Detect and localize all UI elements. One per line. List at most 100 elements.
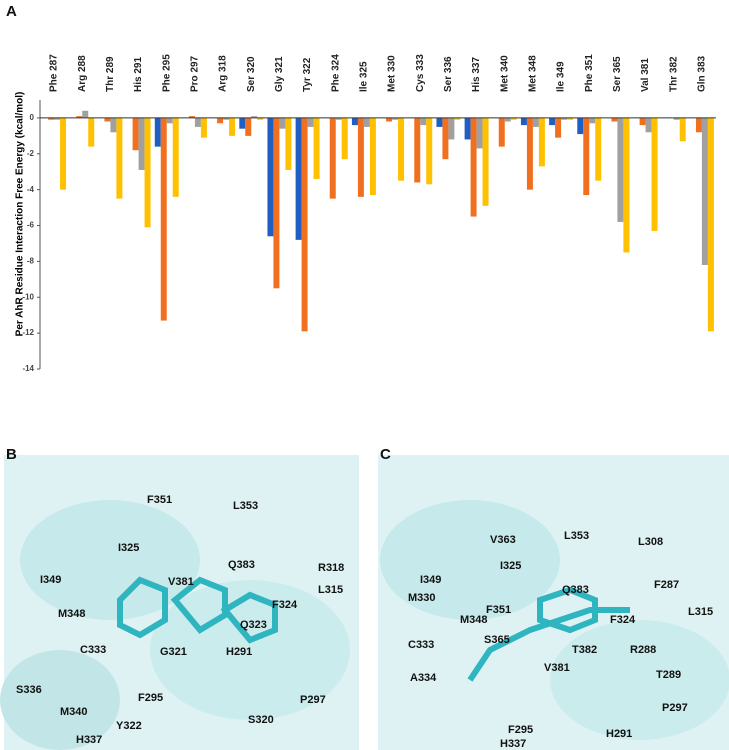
bar <box>454 117 461 120</box>
x-tick-label: Thr 382 <box>668 56 679 92</box>
bar <box>138 117 145 170</box>
bar <box>595 117 602 181</box>
residue-label: I325 <box>500 560 521 572</box>
bar <box>110 117 117 133</box>
bar <box>82 110 89 118</box>
panel-label: B <box>6 446 17 463</box>
x-tick-label: Ser 320 <box>246 56 257 92</box>
residue-label: V381 <box>168 576 194 588</box>
residue-label: C333 <box>80 644 106 656</box>
bar <box>611 117 618 122</box>
residue-label: I349 <box>40 574 61 586</box>
residue-label: I325 <box>118 542 139 554</box>
residue-label: I349 <box>420 574 441 586</box>
y-tick-label: -4 <box>27 185 35 194</box>
bar <box>464 117 471 140</box>
residue-label: R288 <box>630 644 656 656</box>
bar <box>470 117 477 217</box>
bar <box>426 117 433 185</box>
bar <box>313 117 320 179</box>
bar <box>200 117 207 138</box>
residue-label: M348 <box>460 614 488 626</box>
bar <box>567 117 574 120</box>
x-tick-label: Phe 351 <box>584 54 595 92</box>
residue-label: C333 <box>408 639 434 651</box>
bar <box>329 117 336 199</box>
bar <box>549 117 556 126</box>
bar <box>561 117 568 120</box>
bar <box>301 117 308 332</box>
bar <box>116 117 123 199</box>
y-tick-label: -8 <box>27 257 35 266</box>
y-axis-label: Per AhR Residue Interaction Free Energy … <box>15 92 26 337</box>
bar <box>188 116 195 118</box>
bar <box>154 117 161 147</box>
x-tick-label: His 337 <box>471 57 482 92</box>
bar <box>166 117 173 124</box>
bar <box>482 117 489 206</box>
residue-label: L353 <box>564 530 589 542</box>
x-tick-label: Pro 297 <box>190 55 201 92</box>
x-tick-label: Phe 287 <box>49 54 60 92</box>
x-tick-label: Gln 383 <box>697 55 708 92</box>
bar <box>239 117 246 129</box>
bar <box>132 117 139 151</box>
bar <box>285 117 292 170</box>
bar <box>144 117 151 228</box>
x-tick-label: Phe 324 <box>330 54 341 92</box>
residue-label: Q383 <box>562 584 589 596</box>
residue-label: Y322 <box>116 720 142 732</box>
bar <box>88 117 95 147</box>
bar <box>448 117 455 140</box>
x-tick-label: Arg 318 <box>218 55 229 92</box>
y-tick-label: 0 <box>30 113 35 122</box>
bar <box>76 116 83 118</box>
residue-label: T382 <box>572 644 597 656</box>
residue-label: R318 <box>318 562 344 574</box>
residue-label: M348 <box>58 608 86 620</box>
residue-label: F324 <box>272 599 298 611</box>
bar <box>229 117 236 136</box>
x-tick-label: Met 340 <box>499 55 510 92</box>
residue-label: P297 <box>662 702 688 714</box>
bar <box>104 117 111 122</box>
bar <box>520 117 527 126</box>
bar <box>273 117 280 289</box>
residue-label: F351 <box>486 604 511 616</box>
bar <box>695 117 702 133</box>
bar <box>617 117 624 222</box>
bar <box>526 117 533 190</box>
x-tick-label: Ser 365 <box>612 56 623 92</box>
bar <box>476 117 483 149</box>
bar <box>279 117 286 129</box>
y-tick-label: -12 <box>22 328 34 337</box>
residue-label: H337 <box>500 738 526 750</box>
residue-label: L315 <box>688 606 713 618</box>
bar <box>645 117 652 133</box>
x-tick-label: Arg 288 <box>77 55 88 92</box>
y-tick-label: -2 <box>27 149 35 158</box>
bar <box>48 117 55 120</box>
y-tick-label: -10 <box>22 292 34 301</box>
bar <box>267 117 274 237</box>
x-tick-label: Met 348 <box>528 55 539 92</box>
residue-label: G321 <box>160 646 187 658</box>
residue-label: T289 <box>656 669 681 681</box>
y-tick-label: -6 <box>27 221 35 230</box>
x-tick-label: Cys 333 <box>415 54 426 92</box>
residue-label: S336 <box>16 684 42 696</box>
bar <box>414 117 421 183</box>
bar <box>257 117 264 120</box>
bar <box>436 117 443 127</box>
bar <box>172 117 179 197</box>
bar <box>160 117 167 321</box>
residue-label: A334 <box>410 672 437 684</box>
bar <box>295 117 302 240</box>
bar <box>194 117 201 127</box>
bar <box>673 117 680 120</box>
x-tick-label: Thr 289 <box>105 56 116 92</box>
panel-label: C <box>380 446 391 463</box>
bar <box>217 117 224 124</box>
residue-label: H337 <box>76 734 102 746</box>
